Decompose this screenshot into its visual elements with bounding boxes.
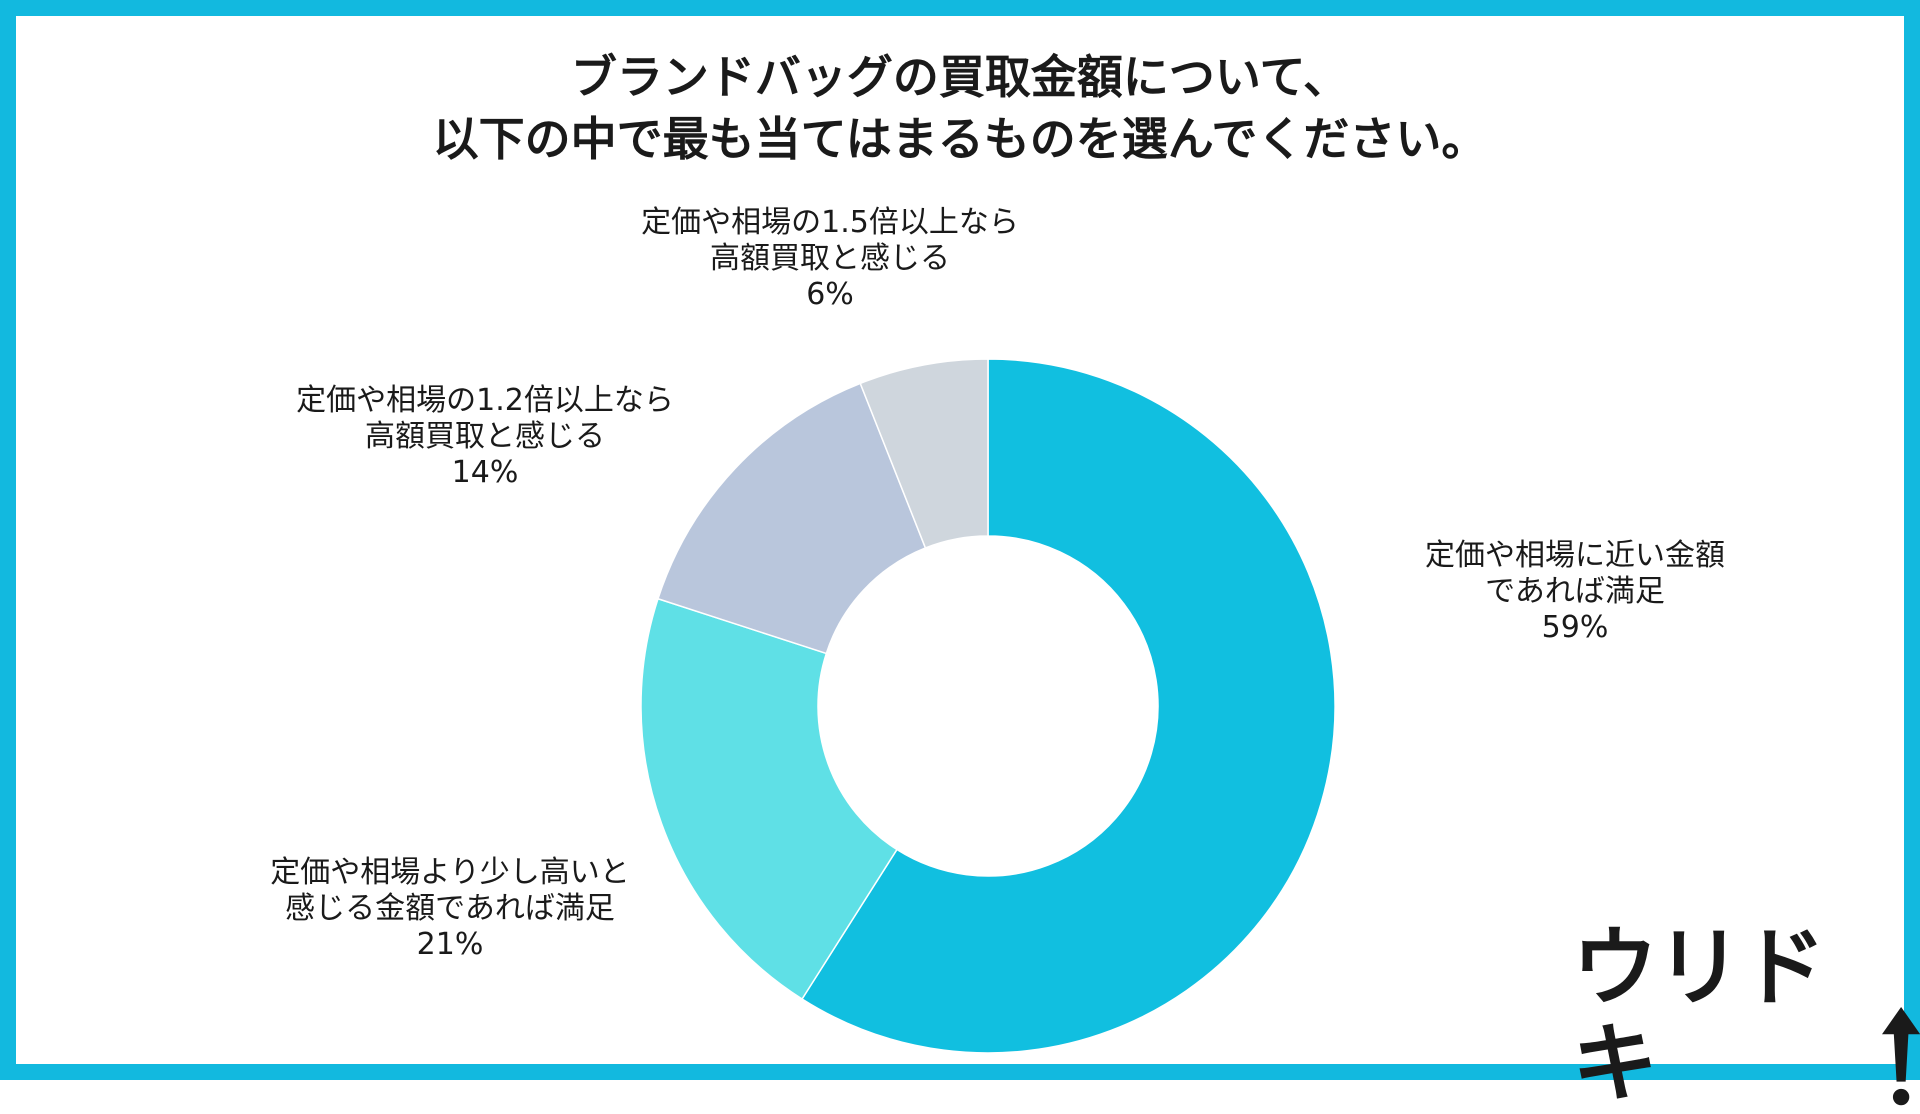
slice-label-0-line2: であれば満足 <box>1485 574 1665 609</box>
donut-slice-3 <box>859 358 989 549</box>
donut-slices <box>640 358 1336 1054</box>
slice-label-2-line1: 定価や相場の1.2倍以上なら <box>296 383 674 418</box>
donut-chart <box>640 358 1336 1054</box>
slice-label-2-line2: 高額買取と感じる <box>365 419 605 454</box>
slice-label-0-line1: 定価や相場に近い金額 <box>1425 538 1725 573</box>
logo-text: ウリドキ <box>1572 918 1826 1114</box>
slice-label-3-line1: 定価や相場の1.5倍以上なら <box>641 205 1019 240</box>
slice-label-2-percent: 14% <box>451 455 519 490</box>
slice-label-1-line2: 感じる金額であれば満足 <box>285 891 615 926</box>
slice-label-3-percent: 6% <box>806 277 854 312</box>
donut-slice-1 <box>640 597 898 1001</box>
slice-label-1: 定価や相場より少し高いと 感じる金額であれば満足 21% <box>235 855 665 963</box>
slice-label-3-line2: 高額買取と感じる <box>710 241 950 276</box>
slice-label-1-line1: 定価や相場より少し高いと <box>270 855 630 890</box>
uridoki-logo: ウリドキ <box>1572 920 1920 1112</box>
up-arrow-exclamation-icon <box>1881 1006 1920 1106</box>
chart-title: ブランドバッグの買取金額について、 以下の中で最も当てはまるものを選んでください… <box>0 46 1920 170</box>
slice-label-2: 定価や相場の1.2倍以上なら 高額買取と感じる 14% <box>265 383 705 491</box>
slice-label-1-percent: 21% <box>416 927 484 962</box>
slice-label-0-percent: 59% <box>1541 610 1609 645</box>
slice-label-0: 定価や相場に近い金額 であれば満足 59% <box>1375 538 1775 646</box>
donut-slice-2 <box>657 382 927 655</box>
slice-label-3: 定価や相場の1.5倍以上なら 高額買取と感じる 6% <box>610 205 1050 313</box>
donut-slice-0 <box>801 358 1336 1054</box>
title-line-2: 以下の中で最も当てはまるものを選んでください。 <box>432 112 1488 166</box>
title-line-1: ブランドバッグの買取金額について、 <box>570 50 1350 104</box>
